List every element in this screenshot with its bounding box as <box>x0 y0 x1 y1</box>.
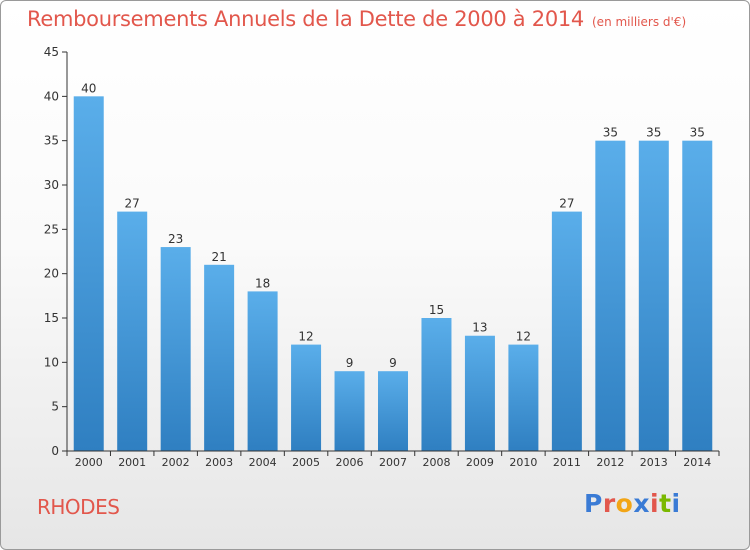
bar-value-label: 27 <box>559 197 574 211</box>
logo-letter: P <box>584 489 603 518</box>
x-tick-label: 2006 <box>336 456 364 469</box>
bar-2008 <box>421 318 452 451</box>
x-tick-label: 2004 <box>249 456 277 469</box>
logo-letter: o <box>615 489 634 518</box>
x-tick-label: 2003 <box>205 456 233 469</box>
y-tick-label: 45 <box>44 45 59 59</box>
y-tick-label: 0 <box>51 444 59 458</box>
x-tick-label: 2007 <box>379 456 407 469</box>
bar-value-label: 9 <box>389 356 397 370</box>
bar-2013 <box>638 140 669 451</box>
proxiti-logo[interactable]: Proxiti <box>584 489 681 518</box>
bar-value-label: 27 <box>125 197 140 211</box>
y-tick-label: 25 <box>44 222 59 236</box>
y-axis: 0 5 10 15 20 25 30 35 40 45 <box>44 45 68 458</box>
logo-letter: i <box>671 489 681 518</box>
bar-value-label: 13 <box>472 321 487 335</box>
bar-value-label: 12 <box>298 330 313 344</box>
bar-value-label: 15 <box>429 303 444 317</box>
chart-title-text: Remboursements Annuels de la Dette de 20… <box>27 7 584 31</box>
x-tick-label: 2001 <box>118 456 146 469</box>
x-tick-label: 2000 <box>75 456 103 469</box>
logo-letter: x <box>633 489 650 518</box>
y-tick-label: 15 <box>44 311 59 325</box>
bar-2005 <box>291 344 322 451</box>
logo-letter: r <box>602 489 616 518</box>
bar-2009 <box>464 335 495 451</box>
bar-value-label: 35 <box>603 126 618 140</box>
bar-2006 <box>334 371 365 451</box>
bar-2004 <box>247 291 278 451</box>
bar-2003 <box>204 264 235 451</box>
x-tick-label: 2014 <box>683 456 711 469</box>
y-tick-label: 5 <box>51 400 59 414</box>
bar-2002 <box>160 247 191 451</box>
x-tick-label: 2011 <box>553 456 581 469</box>
bar-2007 <box>378 371 408 451</box>
bar-value-label: 21 <box>211 250 226 264</box>
logo-letter: t <box>659 489 672 518</box>
bar-value-label: 40 <box>81 81 96 95</box>
logo-letter: i <box>650 489 660 518</box>
chart-subtitle: (en milliers d'€) <box>592 15 687 29</box>
bar-2000 <box>73 96 104 451</box>
x-tick-label: 2008 <box>422 456 450 469</box>
x-tick-label: 2002 <box>162 456 190 469</box>
bar-2014 <box>682 140 713 451</box>
bar-2010 <box>508 344 539 451</box>
bar-2011 <box>551 211 582 451</box>
chart-title: Remboursements Annuels de la Dette de 20… <box>27 7 686 31</box>
bar-value-label: 12 <box>516 330 531 344</box>
x-tick-label: 2012 <box>596 456 624 469</box>
x-tick-label: 2010 <box>509 456 537 469</box>
bar-value-label: 35 <box>646 126 661 140</box>
x-axis: 2000 2001 2002 2003 2004 2005 2006 2007 2008 2009… <box>66 450 720 469</box>
commune-name: RHODES <box>37 495 120 519</box>
bar-value-label: 9 <box>346 356 354 370</box>
y-tick-label: 35 <box>44 134 59 148</box>
bar-value-label: 23 <box>168 232 183 246</box>
bar-value-label: 18 <box>255 276 270 290</box>
x-tick-label: 2013 <box>640 456 668 469</box>
y-tick-label: 20 <box>44 267 59 281</box>
bar-2012 <box>595 140 626 451</box>
bars-group: 40 27 23 21 18 12 9 9 15 13 12 27 35 35 35 <box>73 81 713 451</box>
bar-2001 <box>117 211 148 451</box>
y-tick-label: 10 <box>44 355 59 369</box>
x-tick-label: 2009 <box>466 456 494 469</box>
bar-value-label: 35 <box>690 126 705 140</box>
y-tick-label: 30 <box>44 178 59 192</box>
y-tick-label: 40 <box>44 89 59 103</box>
x-tick-label: 2005 <box>292 456 320 469</box>
